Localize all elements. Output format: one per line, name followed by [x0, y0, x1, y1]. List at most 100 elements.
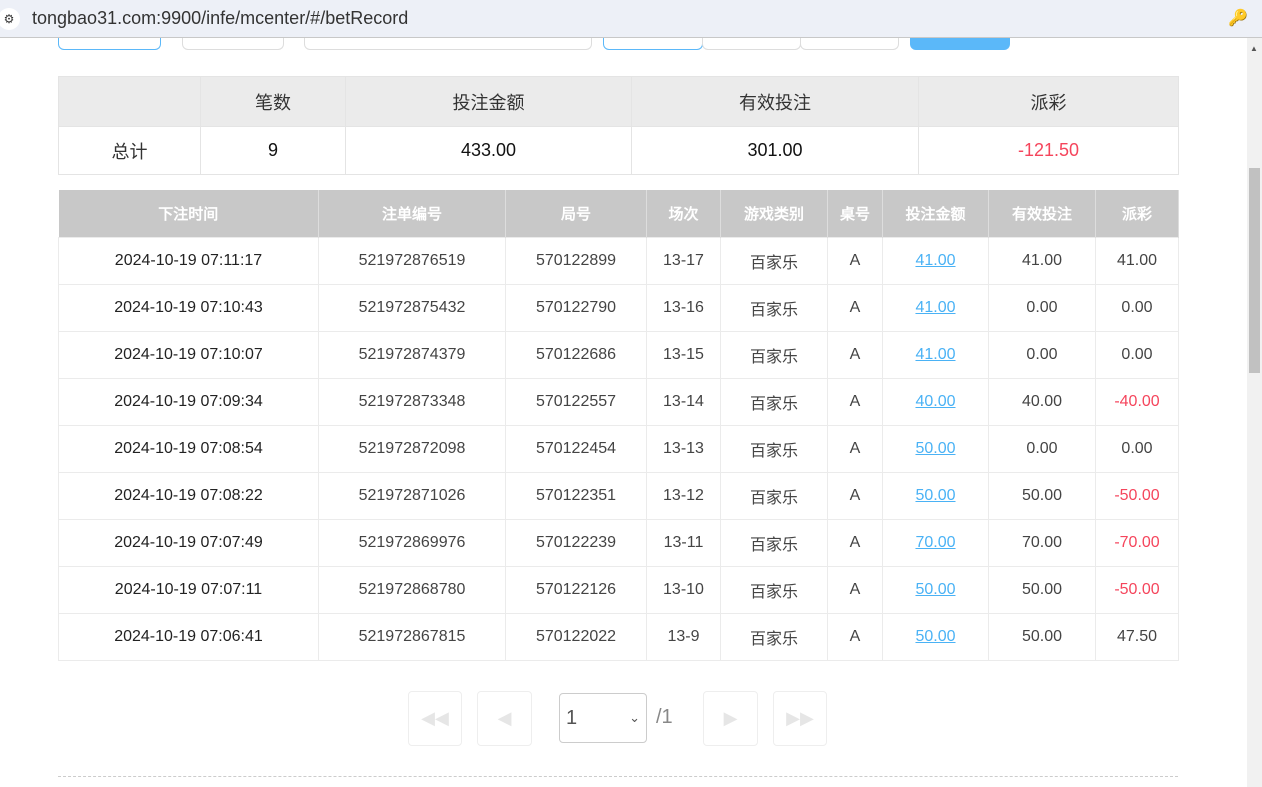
bet-id-cell: 521972871026 — [318, 471, 506, 520]
bet-amount-cell: 50.00 — [882, 424, 989, 473]
summary-bet-amount: 433.00 — [345, 126, 632, 175]
table-row: 2024-10-19 07:08:54 521972872098 570122454… — [58, 424, 1179, 473]
valid-bet-cell: 50.00 — [988, 565, 1096, 614]
table-row: 2024-10-19 07:10:07 521972874379 570122686… — [58, 330, 1179, 379]
next-page-button[interactable]: ▶ — [703, 691, 758, 746]
bet-id-cell: 521972875432 — [318, 283, 506, 332]
table-no-cell: A — [827, 612, 883, 661]
bet-amount-link[interactable]: 41.00 — [915, 251, 956, 269]
prev-page-button[interactable]: ◀ — [477, 691, 532, 746]
payout-cell: 47.50 — [1095, 612, 1179, 661]
bet-amount-link[interactable]: 50.00 — [915, 486, 956, 504]
payout-cell: 0.00 — [1095, 424, 1179, 473]
password-key-icon[interactable]: 🔑 — [1228, 10, 1248, 27]
summary-label: 总计 — [58, 126, 201, 175]
table-row: 2024-10-19 07:07:11 521972868780 570122126… — [58, 565, 1179, 614]
game-session-cell: 13-13 — [646, 424, 721, 473]
table-row: 2024-10-19 07:09:34 521972873348 570122557… — [58, 377, 1179, 426]
valid-bet-cell: 70.00 — [988, 518, 1096, 567]
bet-amount-cell: 40.00 — [882, 377, 989, 426]
game-type-cell: 百家乐 — [720, 330, 828, 379]
game-type-cell: 百家乐 — [720, 565, 828, 614]
summary-header: 投注金额 — [345, 76, 632, 127]
bet-amount-link[interactable]: 50.00 — [915, 439, 956, 457]
bet-id-cell: 521972869976 — [318, 518, 506, 567]
table-no-cell: A — [827, 236, 883, 285]
filter-button[interactable] — [182, 38, 284, 50]
table-no-cell: A — [827, 518, 883, 567]
payout-cell: 0.00 — [1095, 283, 1179, 332]
scroll-up-icon[interactable]: ▲ — [1250, 44, 1258, 53]
bet-amount-cell: 50.00 — [882, 565, 989, 614]
game-type-cell: 百家乐 — [720, 377, 828, 426]
game-session-cell: 13-17 — [646, 236, 721, 285]
game-type-cell: 百家乐 — [720, 424, 828, 473]
bet-record-table: 下注时间 注单编号 局号 场次 游戏类别 桌号 投注金额 有效投注 派彩 2024-10-19 … — [58, 190, 1179, 661]
bet-id-cell: 521972874379 — [318, 330, 506, 379]
game-session-cell: 13-12 — [646, 471, 721, 520]
column-header: 派彩 — [1095, 190, 1179, 237]
bet-time-cell: 2024-10-19 07:06:41 — [58, 612, 319, 661]
range-tab[interactable] — [702, 38, 801, 50]
round-id-cell: 570122899 — [505, 236, 647, 285]
url-text[interactable]: tongbao31.com:9900/infe/mcenter/#/betRec… — [32, 8, 409, 28]
date-input[interactable] — [304, 38, 592, 50]
search-button[interactable] — [910, 38, 1010, 50]
bet-amount-link[interactable]: 50.00 — [915, 627, 956, 645]
column-header: 场次 — [646, 190, 721, 237]
round-id-cell: 570122239 — [505, 518, 647, 567]
bet-amount-link[interactable]: 41.00 — [915, 345, 956, 363]
table-row: 2024-10-19 07:11:17 521972876519 570122899… — [58, 236, 1179, 285]
bet-id-cell: 521972873348 — [318, 377, 506, 426]
bet-amount-link[interactable]: 50.00 — [915, 580, 956, 598]
address-bar[interactable]: ⚙ tongbao31.com:9900/infe/mcenter/#/betR… — [0, 0, 1262, 38]
scrollbar-thumb[interactable] — [1249, 168, 1260, 373]
range-tab[interactable] — [800, 38, 899, 50]
payout-cell: -40.00 — [1095, 377, 1179, 426]
bet-time-cell: 2024-10-19 07:08:54 — [58, 424, 319, 473]
bet-amount-link[interactable]: 40.00 — [915, 392, 956, 410]
column-header: 局号 — [505, 190, 647, 237]
bet-time-cell: 2024-10-19 07:10:43 — [58, 283, 319, 332]
last-page-button[interactable]: ▶▶ — [773, 691, 827, 746]
first-page-button[interactable]: ◀◀ — [408, 691, 462, 746]
payout-cell: -70.00 — [1095, 518, 1179, 567]
bet-id-cell: 521972872098 — [318, 424, 506, 473]
column-header: 游戏类别 — [720, 190, 828, 237]
bet-amount-link[interactable]: 41.00 — [915, 298, 956, 316]
payout-cell: -50.00 — [1095, 565, 1179, 614]
bet-amount-link[interactable]: 70.00 — [915, 533, 956, 551]
page-select[interactable]: 1 ⌄ — [559, 693, 647, 743]
bet-time-cell: 2024-10-19 07:09:34 — [58, 377, 319, 426]
valid-bet-cell: 40.00 — [988, 377, 1096, 426]
game-type-cell: 百家乐 — [720, 518, 828, 567]
table-row: 2024-10-19 07:07:49 521972869976 570122239… — [58, 518, 1179, 567]
table-no-cell: A — [827, 471, 883, 520]
column-header: 注单编号 — [318, 190, 506, 237]
game-type-cell: 百家乐 — [720, 236, 828, 285]
table-row: 2024-10-19 07:10:43 521972875432 570122790… — [58, 283, 1179, 332]
table-no-cell: A — [827, 424, 883, 473]
filter-button[interactable] — [58, 38, 161, 50]
valid-bet-cell: 0.00 — [988, 424, 1096, 473]
range-tab[interactable] — [603, 38, 703, 50]
valid-bet-cell: 50.00 — [988, 612, 1096, 661]
site-settings-icon[interactable]: ⚙ — [0, 7, 20, 30]
valid-bet-cell: 50.00 — [988, 471, 1096, 520]
column-header: 有效投注 — [988, 190, 1096, 237]
total-pages: /1 — [656, 706, 673, 728]
bet-amount-cell: 41.00 — [882, 236, 989, 285]
page-select-value: 1 — [566, 706, 578, 729]
round-id-cell: 570122454 — [505, 424, 647, 473]
column-header: 下注时间 — [58, 190, 319, 237]
scrollbar[interactable]: ▲ — [1247, 38, 1262, 787]
summary-count: 9 — [200, 126, 346, 175]
bet-time-cell: 2024-10-19 07:07:11 — [58, 565, 319, 614]
valid-bet-cell: 0.00 — [988, 283, 1096, 332]
round-id-cell: 570122790 — [505, 283, 647, 332]
game-type-cell: 百家乐 — [720, 612, 828, 661]
table-no-cell: A — [827, 330, 883, 379]
summary-header — [58, 76, 201, 127]
game-type-cell: 百家乐 — [720, 283, 828, 332]
round-id-cell: 570122557 — [505, 377, 647, 426]
